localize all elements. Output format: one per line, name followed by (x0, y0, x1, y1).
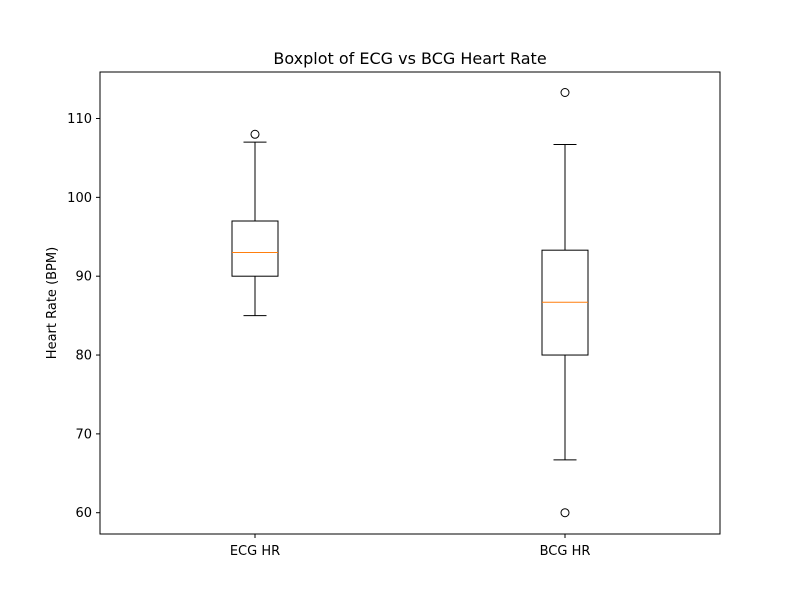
y-tick-label: 100 (67, 191, 92, 206)
y-tick-label: 90 (75, 270, 92, 285)
y-tick-label: 70 (75, 427, 92, 442)
axes-frame (99, 71, 721, 535)
iqr-box (231, 220, 279, 277)
y-axis-label: Heart Rate (BPM) (45, 247, 60, 359)
plot-area: 60 70 80 90 100 110 ECG HR BCG HR (67, 87, 591, 559)
y-tick-label: 80 (75, 349, 92, 364)
chart-title: Boxplot of ECG vs BCG Heart Rate (273, 49, 546, 68)
y-tick-label: 110 (67, 112, 92, 127)
outlier-point (250, 129, 260, 139)
outlier-point (560, 87, 570, 97)
outlier-point (560, 508, 570, 518)
y-tick-label: 60 (75, 506, 92, 521)
x-tick-label: BCG HR (540, 544, 591, 559)
x-tick-label: ECG HR (230, 544, 280, 559)
